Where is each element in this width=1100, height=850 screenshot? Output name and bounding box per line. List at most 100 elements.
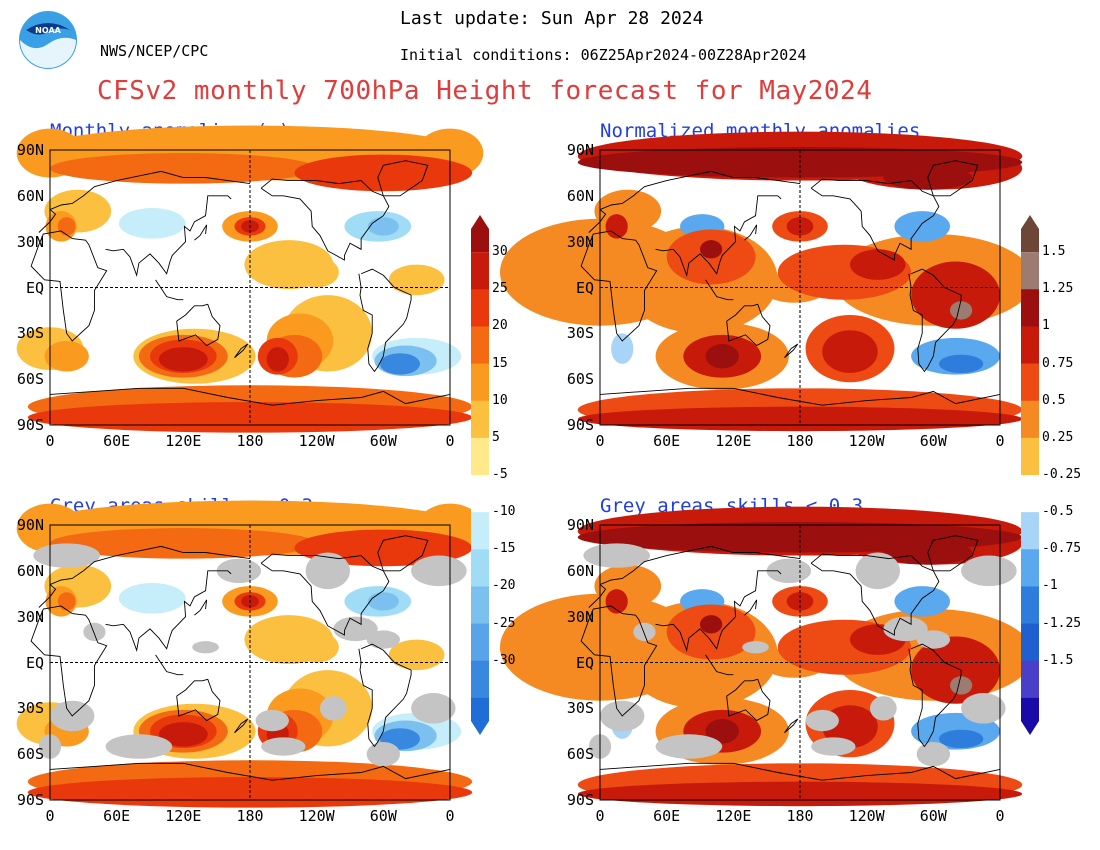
lon-tick-label: 120W (298, 432, 335, 450)
page-title: CFSv2 monthly 700hPa Height forecast for… (97, 76, 873, 106)
coastline (580, 230, 658, 342)
positive-anomaly-region (158, 722, 208, 747)
colorbar-left-segment (471, 660, 489, 699)
coastline (38, 584, 57, 608)
colorbar-left-segment (471, 512, 489, 550)
coastline (580, 605, 658, 717)
coastline (358, 268, 412, 373)
colorbar-right-label: 0.5 (1042, 392, 1066, 408)
map-monthly-anomalies-skill-masked (16, 500, 484, 808)
coastline (599, 762, 1001, 781)
lon-tick-label: 60W (369, 807, 397, 825)
coastline (705, 654, 734, 676)
lon-tick-label: 120E (165, 432, 202, 450)
coastline (810, 178, 940, 261)
low-skill-grey-area (320, 696, 347, 721)
low-skill-grey-area (255, 709, 289, 732)
lat-tick-label: 60S (566, 370, 594, 389)
lon-tick-label: 120W (848, 807, 885, 825)
lat-tick-label: 30N (566, 232, 594, 251)
lon-tick-label: 180 (786, 807, 814, 825)
low-skill-grey-area (961, 555, 1017, 587)
map-frame (49, 524, 451, 801)
positive-anomaly-region (705, 719, 739, 744)
coastline (30, 605, 108, 717)
lon-tick-label: 120W (848, 432, 885, 450)
colorbar-left-label: 10 (492, 392, 508, 408)
negative-anomaly-region (367, 217, 399, 236)
positive-anomaly-region (705, 344, 739, 369)
lat-tick-label: 30N (16, 607, 44, 626)
colorbar-right-label: -1.25 (1042, 615, 1082, 631)
initial-conditions-text: Initial conditions: 06Z25Apr2024-00Z28Ap… (400, 46, 807, 64)
coastline (588, 209, 607, 233)
colorbar-right-segment (1021, 660, 1039, 699)
low-skill-grey-area (411, 693, 456, 724)
coastline (810, 553, 940, 636)
positive-anomaly-region (158, 347, 208, 372)
map-normalized-anomalies (500, 131, 1034, 432)
coastline (655, 195, 782, 277)
lon-tick-label: 0 (445, 807, 455, 825)
coastline (194, 599, 208, 616)
lat-tick-label: 90N (566, 141, 594, 159)
positive-anomaly-region (911, 636, 1000, 704)
lon-tick-label: 60W (919, 432, 947, 450)
svg-text:NOAA: NOAA (35, 26, 61, 35)
lat-tick-label: 30N (16, 232, 44, 251)
positive-anomaly-region (950, 676, 973, 695)
positive-anomaly-region (822, 330, 878, 374)
colorbar-left-label: 25 (492, 281, 508, 297)
lon-tick-label: 60E (653, 807, 681, 825)
lon-tick-label: 180 (786, 432, 814, 450)
coastline (49, 170, 251, 210)
low-skill-grey-area (633, 622, 656, 642)
colorbar-right-segment (1021, 289, 1039, 327)
lon-tick-label: 0 (995, 432, 1005, 450)
low-skill-grey-area (105, 734, 173, 759)
coastline (927, 160, 979, 197)
lat-tick-label: 30N (566, 607, 594, 626)
lat-tick-label: 60S (16, 745, 44, 764)
map-normalized-anomalies-skill-masked (500, 506, 1034, 807)
negative-anomaly-region (611, 333, 634, 364)
colorbar-left-cap-bottom (471, 697, 489, 735)
colorbar-right-segment (1021, 475, 1039, 513)
colorbar-left-label: -10 (492, 504, 516, 520)
coastline (377, 160, 429, 197)
lon-tick-label: 180 (236, 807, 264, 825)
colorbar-right-segment (1021, 437, 1039, 476)
lon-tick-label: 60E (103, 807, 131, 825)
colorbar-left-label: -15 (492, 541, 516, 557)
positive-anomaly-region (57, 217, 76, 236)
colorbar-right-cap-bottom (1021, 697, 1039, 735)
colorbar-left-segment (471, 326, 489, 365)
positive-anomaly-region (594, 564, 662, 608)
low-skill-grey-area (305, 552, 350, 590)
lat-tick-label: 90S (16, 416, 44, 434)
colorbar-right-label: 0.75 (1042, 355, 1074, 371)
low-skill-grey-area (916, 630, 950, 649)
colorbar-left-label: -25 (492, 615, 516, 631)
negative-anomaly-region (380, 353, 420, 375)
map-frame (49, 149, 451, 426)
coastline (30, 230, 108, 342)
lat-tick-label: EQ (25, 278, 44, 297)
coastline (49, 545, 251, 585)
lat-tick-label: 30S (16, 324, 44, 343)
lat-tick-label: 90S (566, 791, 594, 809)
colorbar-right-segment (1021, 586, 1039, 625)
positive-anomaly-region (605, 214, 628, 239)
coastline (176, 303, 221, 347)
coastline (784, 718, 799, 734)
lat-tick-label: EQ (575, 653, 594, 672)
lon-tick-label: 60W (919, 807, 947, 825)
low-skill-grey-area (366, 630, 401, 649)
coastline (49, 387, 451, 406)
colorbar-right-segment (1021, 400, 1039, 439)
agency-label: NWS/NCEP/CPC (100, 42, 209, 60)
lon-tick-label: 120E (165, 807, 202, 825)
lon-tick-label: 180 (236, 432, 264, 450)
low-skill-grey-area (261, 737, 306, 756)
coastline (105, 195, 232, 277)
